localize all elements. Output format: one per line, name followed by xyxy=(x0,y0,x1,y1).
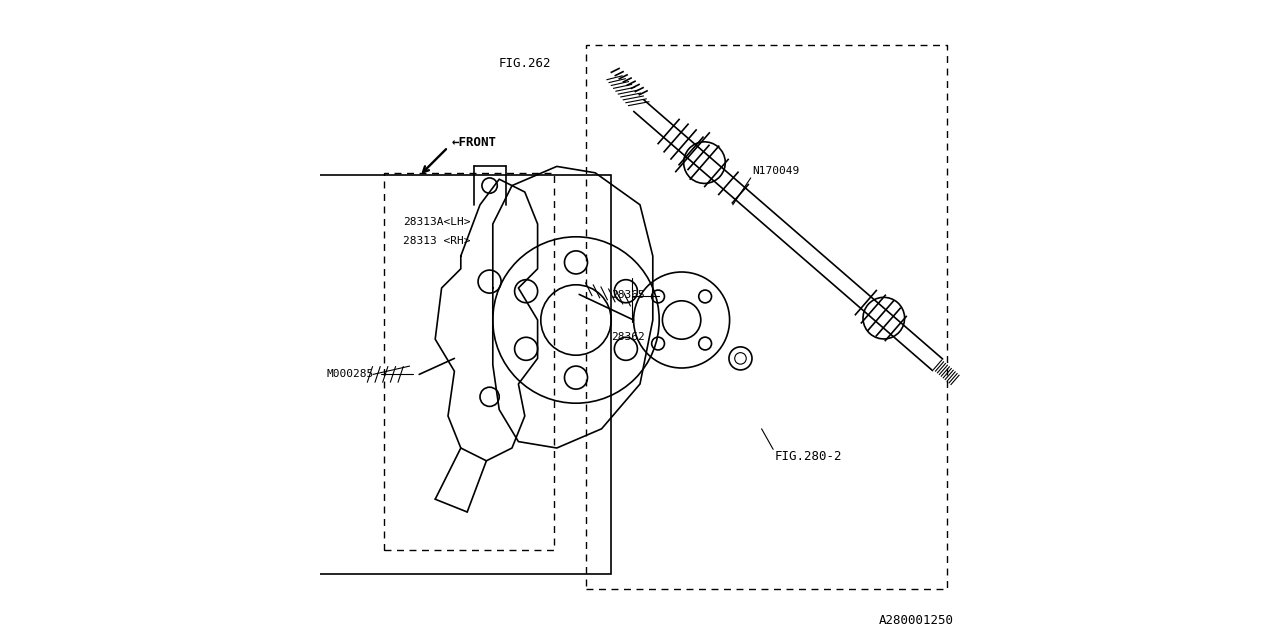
Text: A280001250: A280001250 xyxy=(878,614,954,627)
Text: N170049: N170049 xyxy=(753,166,799,176)
Text: FIG.280-2: FIG.280-2 xyxy=(774,449,842,463)
Text: 28313A<LH>: 28313A<LH> xyxy=(403,218,471,227)
Text: 28365: 28365 xyxy=(612,289,645,300)
Text: ←FRONT: ←FRONT xyxy=(452,136,497,149)
Text: 28313 <RH>: 28313 <RH> xyxy=(403,237,471,246)
Text: M000285: M000285 xyxy=(326,369,374,380)
Text: FIG.262: FIG.262 xyxy=(498,57,552,70)
Text: 28362: 28362 xyxy=(612,333,645,342)
